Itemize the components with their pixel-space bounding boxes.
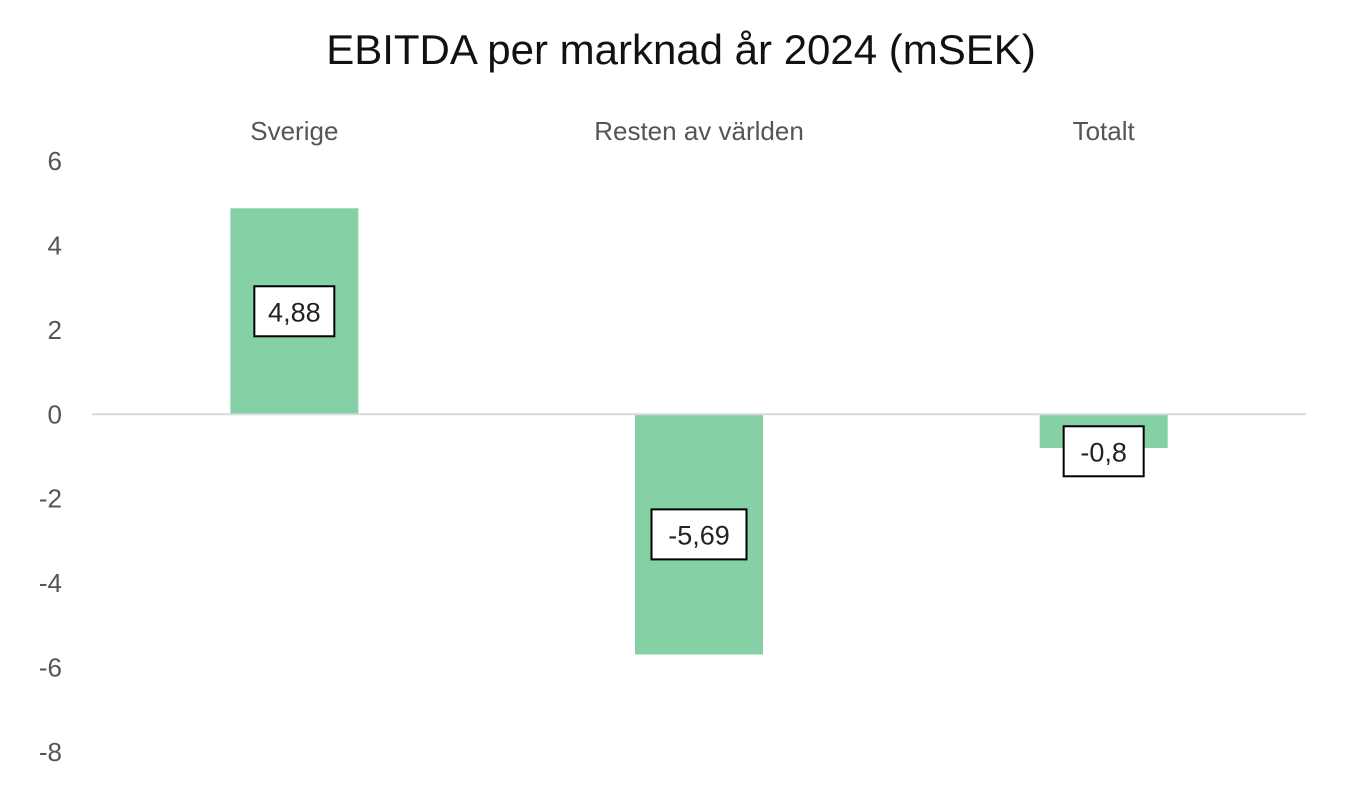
data-label-box (1062, 425, 1145, 478)
data-label: -0,8 (1080, 437, 1127, 467)
data-label-group: -5,69 (650, 508, 748, 561)
y-tick-label: -2 (39, 484, 62, 514)
category-label: Totalt (1073, 116, 1136, 146)
category-label: Sverige (250, 116, 338, 146)
data-label-group: 4,88 (253, 285, 336, 338)
y-tick-label: 6 (48, 146, 62, 176)
y-tick-label: 4 (48, 230, 62, 260)
data-label-box (253, 285, 336, 338)
y-tick-label: -8 (39, 737, 62, 767)
y-tick-label: -4 (39, 568, 62, 598)
y-tick-label: 2 (48, 315, 62, 345)
category-label: Resten av världen (594, 116, 804, 146)
data-label-box (650, 508, 748, 561)
data-label: 4,88 (268, 297, 321, 327)
data-label-group: -0,8 (1062, 425, 1145, 478)
chart-title: EBITDA per marknad år 2024 (mSEK) (326, 26, 1036, 73)
y-tick-label: 0 (48, 399, 62, 429)
y-tick-label: -6 (39, 653, 62, 683)
data-label: -5,69 (668, 520, 730, 550)
